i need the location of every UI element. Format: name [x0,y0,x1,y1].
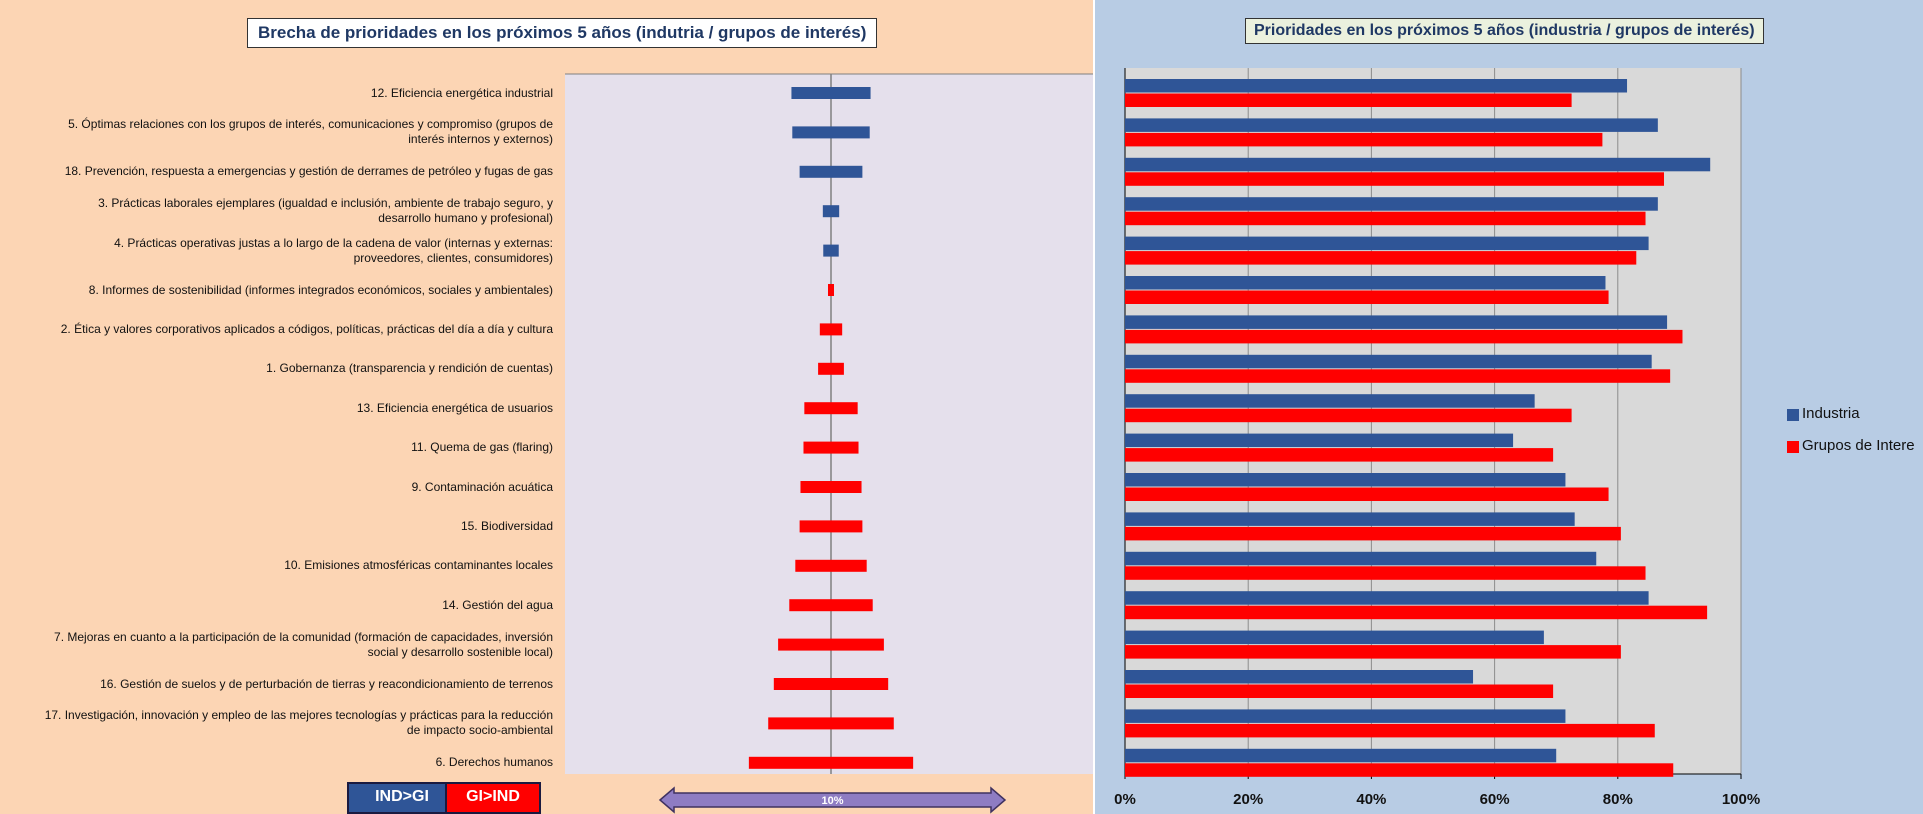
x-tick-label: 0% [1114,791,1136,808]
scale-arrow [658,786,1007,814]
bar-grupos-de-interes [1125,172,1664,186]
legend-swatch-grupos [1787,441,1799,453]
bar-industria [1125,433,1514,448]
bar-industria [1125,236,1649,251]
gap-bar [792,126,870,139]
bar-grupos-de-interes [1125,448,1554,462]
bar-industria [1125,670,1474,684]
bar-grupos-de-interes [1125,566,1646,580]
x-tick-label: 100% [1722,791,1760,808]
bar-industria [1125,79,1628,93]
bar-industria [1125,748,1557,763]
category-label: 10. Emisiones atmosféricas contaminantes… [284,558,553,573]
gap-bar [819,323,843,336]
bar-grupos-de-interes [1125,132,1603,147]
gap-bar [828,284,834,296]
category-label: 13. Eficiencia energética de usuarios [356,400,553,415]
category-label: 15. Biodiversidad [460,518,553,533]
bar-grupos-de-interes [1125,763,1674,777]
bar-grupos-de-interes [1125,329,1683,344]
gap-bar [803,441,859,454]
x-tick-label: 40% [1356,791,1386,808]
bar-grupos-de-interes [1125,369,1671,383]
category-label: 5. Óptimas relaciones con los grupos de … [68,117,553,147]
bar-industria [1125,473,1566,487]
gap-bar [773,678,889,690]
bar-grupos-de-interes [1125,487,1609,501]
bar-grupos-de-interes [1125,605,1708,620]
bar-industria [1125,354,1652,369]
gap-bar [768,717,894,730]
gap-bar [800,481,862,493]
bar-industria [1125,315,1668,329]
bar-grupos-de-interes [1125,645,1621,659]
category-label: 8. Informes de sostenibilidad (informes … [88,282,553,297]
gap-bar [804,402,858,415]
left-plot-area [565,74,1093,774]
category-label: 18. Prevención, respuesta a emergencias … [64,164,553,179]
bar-grupos-de-interes [1125,211,1646,226]
category-label: 1. Gobernanza (transparencia y rendición… [266,361,553,376]
bar-grupos-de-interes [1125,251,1637,265]
legend-label-industria: Industria [1802,405,1860,422]
bar-industria [1125,118,1658,132]
bar-grupos-de-interes [1125,723,1655,738]
legend-label-grupos: Grupos de Intere [1802,437,1915,454]
category-label: 9. Contaminación acuática [411,479,553,494]
scale-label: 10% [821,795,843,807]
bar-industria [1125,630,1544,645]
category-label: 4. Prácticas operativas justas a lo larg… [114,235,553,265]
category-label: 7. Mejoras en cuanto a la participación … [54,629,553,659]
bar-grupos-de-interes [1125,684,1554,698]
legend-ind-gt-gi: IND>GI [347,782,457,814]
gap-bar [799,520,863,533]
legend-swatch-industria [1787,409,1799,421]
gap-bar [795,559,867,572]
category-label: 11. Quema de gas (flaring) [411,440,553,455]
gap-chart-svg: 10% [565,73,1093,814]
bar-grupos-de-interes [1125,290,1609,304]
left-chart-title: Brecha de prioridades en los próximos 5 … [247,18,878,48]
category-label: 6. Derechos humanos [435,755,553,770]
x-tick-label: 80% [1603,791,1633,808]
category-label: 12. Eficiencia energética industrial [370,85,553,100]
x-tick-label: 20% [1233,791,1263,808]
gap-bar [823,244,839,257]
gap-bar [822,205,840,218]
bar-industria [1125,551,1597,566]
bar-industria [1125,394,1535,408]
bar-industria [1125,197,1658,211]
category-label: 3. Prácticas laborales ejemplares (igual… [98,196,553,226]
gap-bar [818,362,844,375]
right-chart-title: Prioridades en los próximos 5 años (indu… [1245,18,1764,44]
legend-gi-gt-ind: GI>IND [445,782,541,814]
gap-bar [799,165,863,178]
bar-grupos-de-interes [1125,526,1621,541]
category-label: 2. Ética y valores corporativos aplicado… [60,321,553,336]
category-label: 16. Gestión de suelos y de perturbación … [100,676,553,691]
gap-bar [789,599,873,612]
gap-bar [791,87,871,99]
bar-industria [1125,591,1649,605]
x-tick-label: 60% [1480,791,1510,808]
category-label: 14. Gestión del agua [442,597,553,612]
bar-industria [1125,276,1606,290]
bar-industria [1125,512,1575,526]
gap-bar [778,638,884,651]
bar-grupos-de-interes [1125,408,1572,423]
category-label: 17. Investigación, innovación y empleo d… [44,708,553,738]
bar-industria [1125,709,1566,723]
bar-industria [1125,157,1711,172]
gap-bar [748,756,914,769]
bar-grupos-de-interes [1125,93,1572,107]
